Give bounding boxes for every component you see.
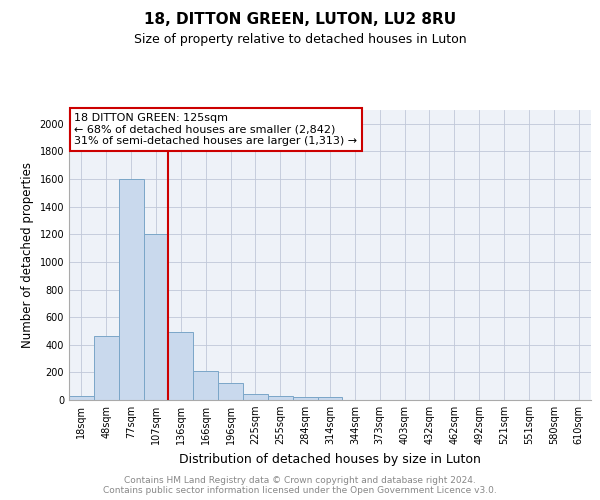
- Bar: [169, 332, 193, 400]
- Bar: [268, 396, 293, 400]
- Text: 18 DITTON GREEN: 125sqm
← 68% of detached houses are smaller (2,842)
31% of semi: 18 DITTON GREEN: 125sqm ← 68% of detache…: [74, 113, 358, 146]
- Bar: [119, 179, 143, 400]
- Bar: [218, 382, 243, 400]
- Text: Size of property relative to detached houses in Luton: Size of property relative to detached ho…: [134, 32, 466, 46]
- Bar: [293, 397, 317, 400]
- Bar: [317, 397, 343, 400]
- Text: Contains HM Land Registry data © Crown copyright and database right 2024.
Contai: Contains HM Land Registry data © Crown c…: [103, 476, 497, 495]
- Bar: [143, 234, 169, 400]
- Bar: [94, 336, 119, 400]
- X-axis label: Distribution of detached houses by size in Luton: Distribution of detached houses by size …: [179, 452, 481, 466]
- Text: 18, DITTON GREEN, LUTON, LU2 8RU: 18, DITTON GREEN, LUTON, LU2 8RU: [144, 12, 456, 28]
- Bar: [69, 396, 94, 400]
- Bar: [243, 394, 268, 400]
- Y-axis label: Number of detached properties: Number of detached properties: [21, 162, 34, 348]
- Bar: [193, 371, 218, 400]
